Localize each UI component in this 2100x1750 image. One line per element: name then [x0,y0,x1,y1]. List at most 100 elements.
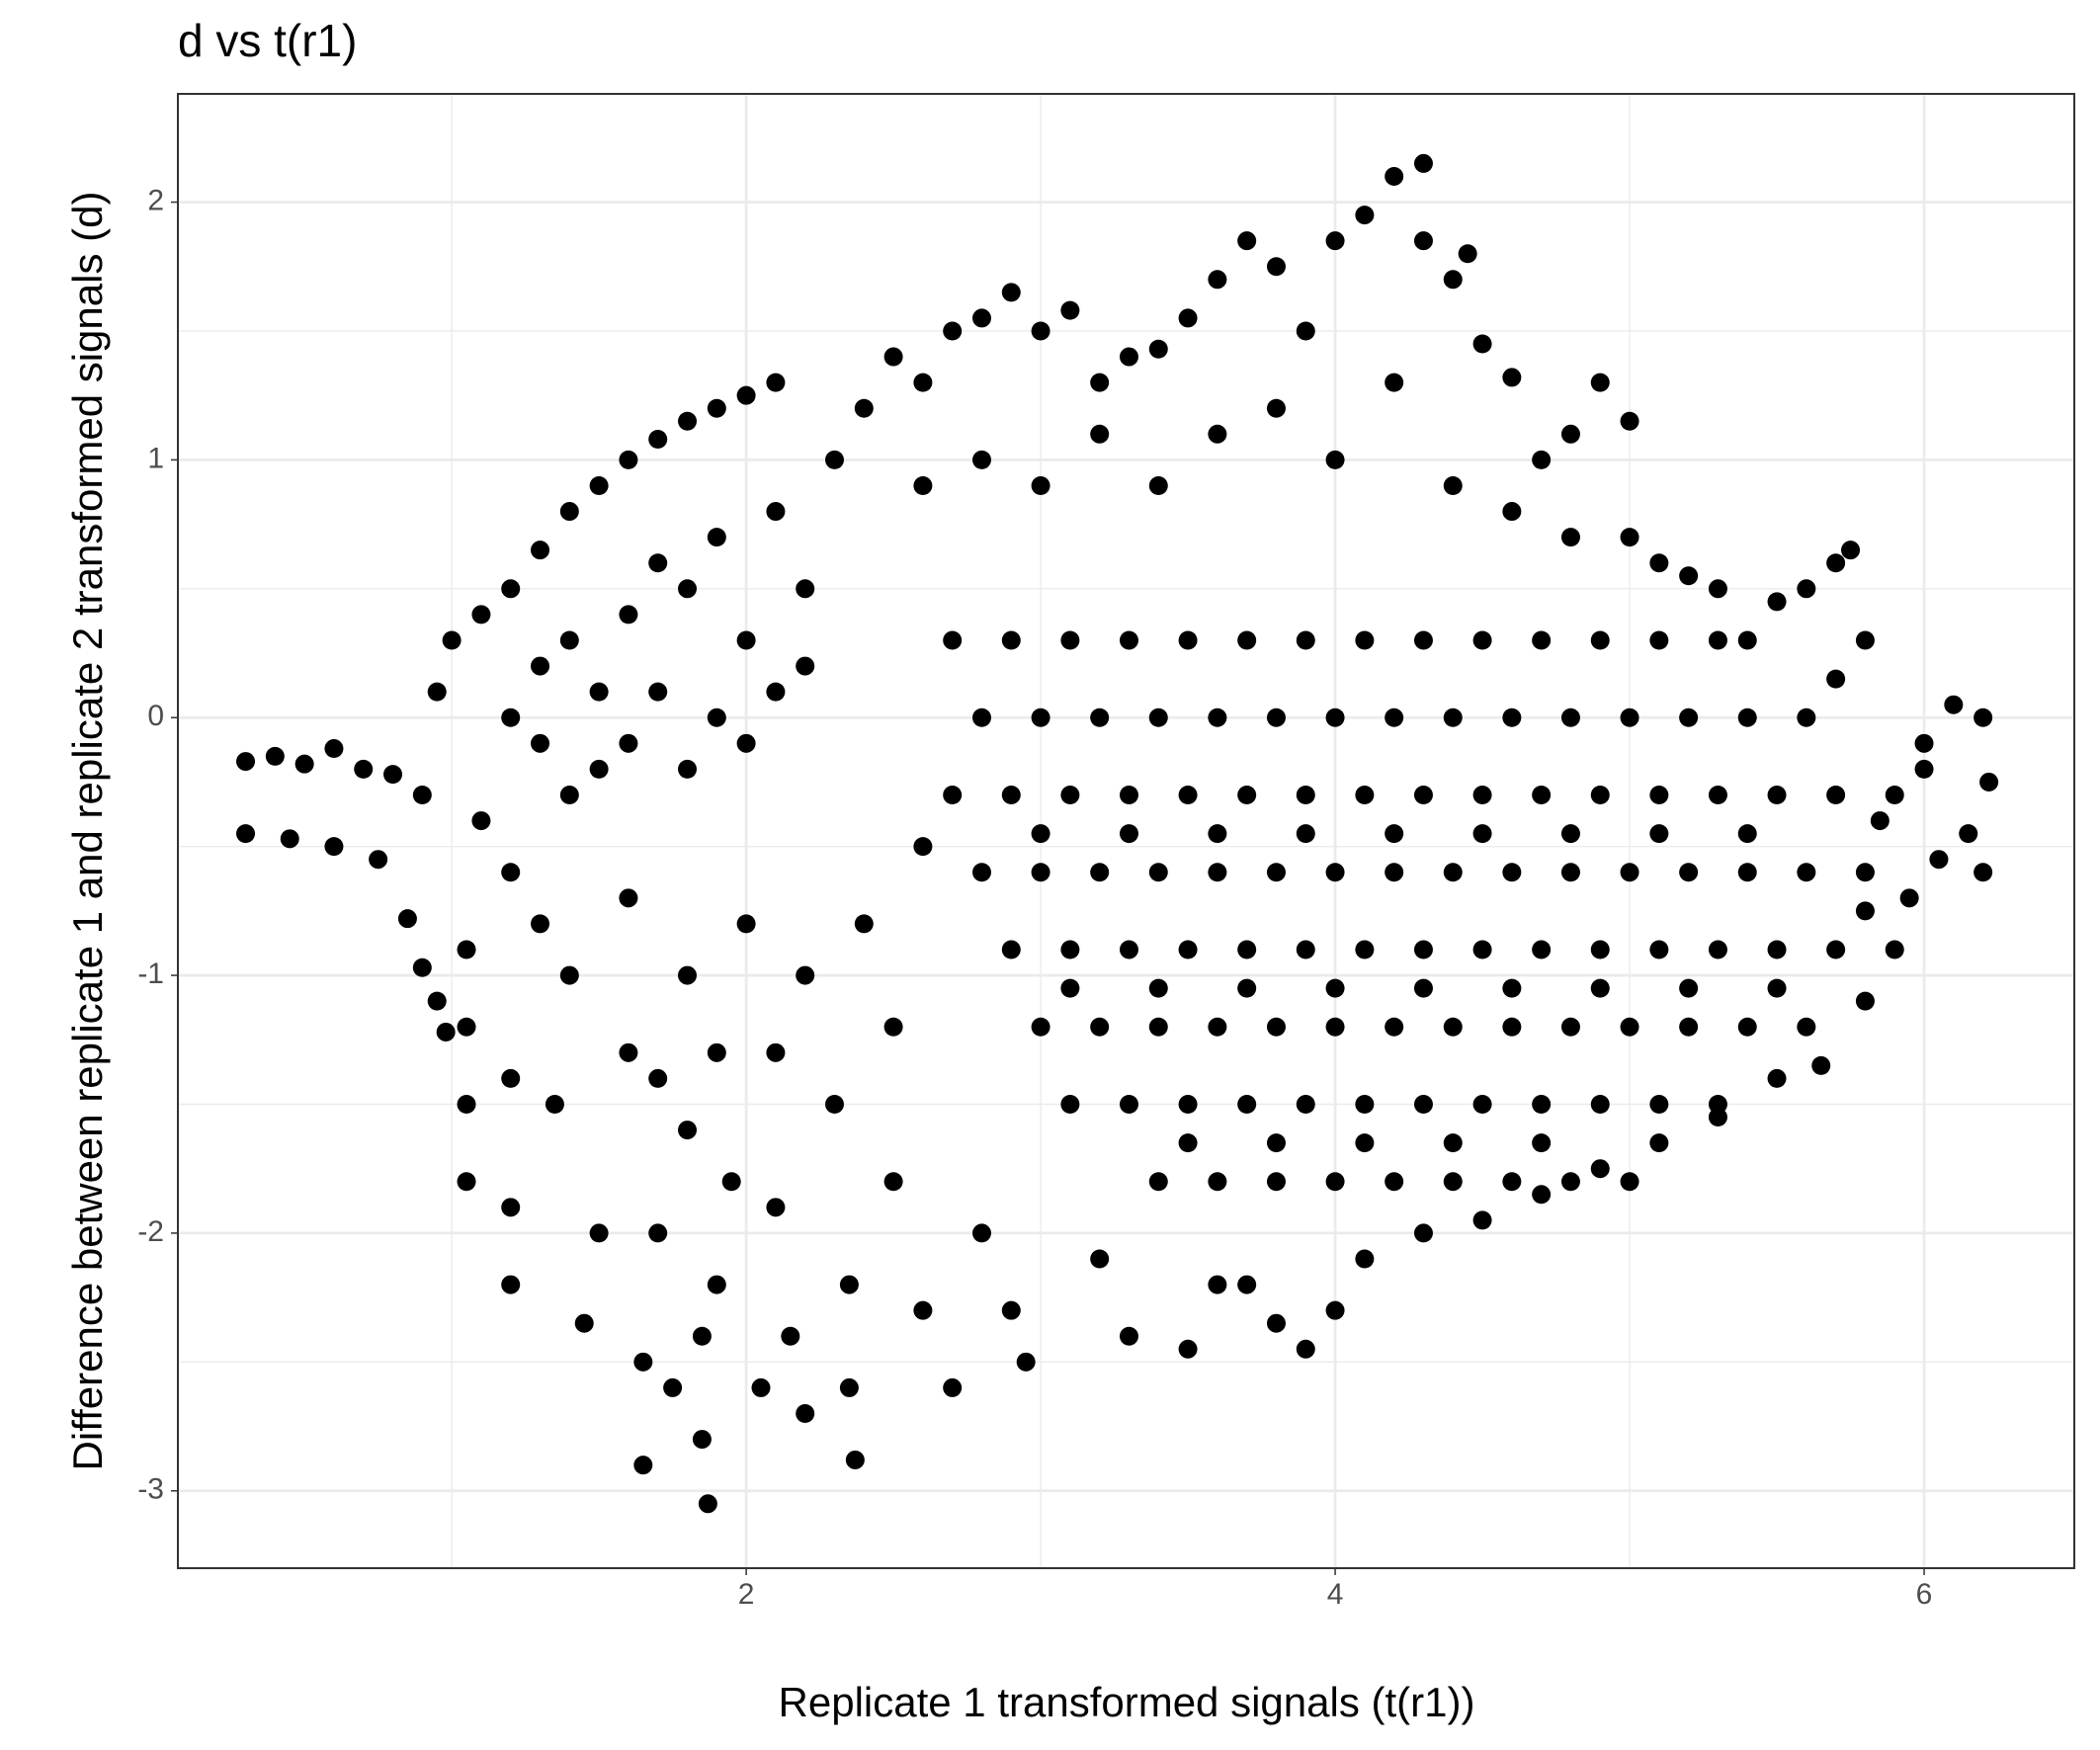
point [883,1172,903,1192]
point [736,385,756,405]
point [1385,824,1404,844]
point [1826,553,1846,573]
point [1974,863,1993,882]
point [766,1198,786,1217]
point [1502,502,1522,522]
point [1355,206,1375,225]
point [1355,630,1375,650]
point [471,811,491,831]
point [1266,257,1286,277]
point [1502,368,1522,387]
point [1178,308,1198,328]
point [1325,708,1345,727]
point [1090,373,1110,392]
point [1855,901,1875,921]
point [1090,708,1110,727]
point [1649,824,1669,844]
point [1737,863,1757,882]
point [1296,940,1315,959]
point [839,1275,859,1294]
point [1560,424,1580,444]
point [1016,1352,1036,1372]
point [1797,863,1816,882]
point [1560,863,1580,882]
point [1502,978,1522,998]
point [1325,863,1345,882]
point [1413,1094,1433,1114]
x-tick-label: 4 [1327,1578,1344,1611]
point [698,1494,717,1514]
point [294,754,314,774]
point [707,1275,726,1294]
point [1767,978,1787,998]
point [1237,1094,1257,1114]
point [971,863,991,882]
point [471,605,491,625]
point [559,785,579,804]
point [457,1017,476,1037]
point [1148,708,1168,727]
point [1031,1017,1050,1037]
point [1413,231,1433,251]
point [1649,785,1669,804]
point [971,708,991,727]
x-axis-title: Replicate 1 transformed signals (t(r1)) [779,1679,1475,1725]
point [1266,1133,1286,1153]
point [1148,978,1168,998]
point [1148,339,1168,359]
point [1737,630,1757,650]
point [796,965,815,985]
point [531,914,550,934]
point [1355,1133,1375,1153]
point [1325,1300,1345,1320]
point [1208,1275,1227,1294]
point [1413,630,1433,650]
point [1325,978,1345,998]
point [1355,785,1375,804]
point [545,1094,564,1114]
point [648,1068,668,1088]
point [1090,1017,1110,1037]
point [1855,991,1875,1011]
point [369,850,388,870]
point [1385,863,1404,882]
point [1001,283,1021,302]
point [1296,1094,1315,1114]
point [1178,630,1198,650]
point [324,739,344,759]
point [236,824,256,844]
point [1590,630,1610,650]
point [633,1352,653,1372]
point [1119,824,1138,844]
point [1532,940,1552,959]
point [280,829,299,849]
point [1737,708,1757,727]
point [1679,708,1699,727]
point [1590,1159,1610,1179]
point [1767,1068,1787,1088]
point [1870,811,1890,831]
point [1208,424,1227,444]
point [1590,1094,1610,1114]
point [1560,708,1580,727]
point [619,888,638,908]
x-tick-label: 2 [738,1578,755,1611]
point [1178,1133,1198,1153]
point [1385,1172,1404,1192]
point [1560,1017,1580,1037]
point [678,579,698,599]
point [1826,785,1846,804]
point [1296,1339,1315,1359]
point [1708,1094,1727,1114]
point [1620,411,1639,431]
point [796,1403,815,1423]
point [1620,1017,1639,1037]
point [1472,1210,1492,1230]
point [1443,863,1463,882]
point [692,1326,712,1346]
point [1767,592,1787,612]
point [1385,166,1404,186]
point [1325,231,1345,251]
point [1325,1172,1345,1192]
point [1031,863,1050,882]
